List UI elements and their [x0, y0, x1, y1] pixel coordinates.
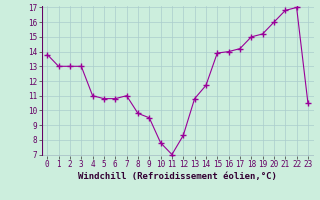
X-axis label: Windchill (Refroidissement éolien,°C): Windchill (Refroidissement éolien,°C) — [78, 172, 277, 181]
